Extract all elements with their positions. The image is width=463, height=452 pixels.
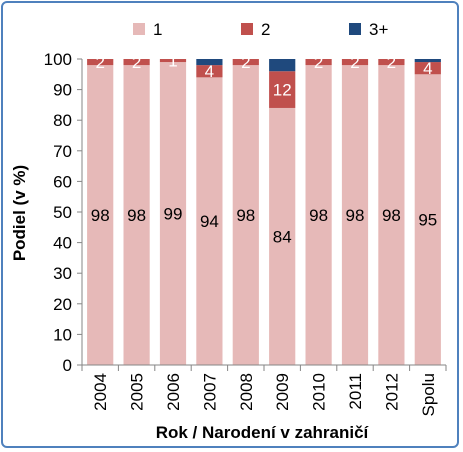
bar-2-2012 (378, 59, 405, 66)
bar-1-2006 (159, 62, 187, 366)
bar-1-2005 (123, 65, 150, 366)
bar-2-2008 (232, 59, 259, 66)
bar-2-2010 (305, 59, 332, 66)
data-label-2-2006: 1 (168, 52, 177, 71)
y-tick-label-70: 70 (53, 142, 72, 161)
bar-1-2007 (196, 77, 223, 366)
bar-3-Spolu (414, 59, 441, 63)
legend-label-1: 1 (153, 20, 162, 39)
bar-3-2009 (269, 59, 296, 72)
bar-1-Spolu (414, 74, 441, 366)
data-label-2-2005: 2 (132, 53, 141, 72)
y-tick-label-50: 50 (53, 203, 72, 222)
data-label-2-2011: 2 (350, 53, 359, 72)
data-label-2-2009: 12 (273, 81, 292, 100)
y-tick-label-100: 100 (44, 50, 72, 69)
bar-1-2009 (269, 107, 296, 366)
y-tick-label-30: 30 (53, 264, 72, 283)
x-axis-title: Rok / Narodení v zahraničí (156, 423, 370, 442)
bar-3-2007 (196, 59, 223, 66)
y-tick-label-0: 0 (63, 356, 72, 375)
data-label-1-2011: 98 (346, 206, 365, 225)
data-label-2-2004: 2 (95, 53, 104, 72)
y-tick-label-10: 10 (53, 325, 72, 344)
y-tick-label-90: 90 (53, 81, 72, 100)
bar-1-2004 (87, 65, 114, 366)
bar-2-2006 (159, 59, 187, 63)
data-label-1-2007: 94 (200, 212, 219, 231)
legend-swatch-2 (241, 23, 253, 35)
bar-2-Spolu (414, 62, 441, 75)
data-labels: 98 2 98 2 99 1 94 4 98 2 84 12 98 2 98 2 98 2 95 4 (91, 52, 438, 247)
y-tick-label-40: 40 (53, 234, 72, 253)
bar-2-2007 (196, 65, 223, 78)
bar-2-2004 (87, 59, 114, 66)
x-tick-label-2011: 2011 (346, 373, 365, 410)
data-label-1-2009: 84 (273, 227, 292, 246)
bar-2-2011 (341, 59, 369, 66)
data-label-2-2010: 2 (314, 53, 323, 72)
data-label-1-Spolu: 95 (418, 211, 437, 230)
y-tick-label-20: 20 (53, 295, 72, 314)
y-tick-label-80: 80 (53, 111, 72, 130)
legend-label-3: 3+ (369, 20, 388, 39)
bar-2-2009 (269, 71, 296, 108)
x-tick-label-2009: 2009 (273, 373, 292, 411)
x-tick-label-2007: 2007 (200, 373, 219, 411)
x-tick-label-2005: 2005 (128, 373, 147, 411)
data-label-2-2008: 2 (241, 53, 250, 72)
x-tick-label-2004: 2004 (91, 373, 110, 411)
x-tick-label-Spolu: Spolu (419, 373, 438, 416)
bar-1-2012 (378, 65, 405, 366)
y-axis-title: Podiel (v %) (10, 165, 29, 261)
data-label-1-2004: 98 (91, 206, 110, 225)
data-label-1-2008: 98 (236, 206, 255, 225)
data-label-1-2006: 99 (164, 205, 183, 224)
x-tick-label-2012: 2012 (382, 373, 401, 411)
legend-swatch-1 (133, 23, 145, 35)
bar-1-2011 (341, 65, 369, 366)
data-label-2-2007: 4 (205, 62, 214, 81)
y-tick-label-60: 60 (53, 172, 72, 191)
data-label-1-2010: 98 (309, 206, 328, 225)
legend: 1 2 3+ (133, 20, 388, 39)
x-tick-label-2010: 2010 (310, 373, 329, 411)
x-tick-label-2008: 2008 (237, 373, 256, 411)
bar-2-2005 (123, 59, 150, 66)
x-tick-label-2006: 2006 (164, 373, 183, 411)
data-label-2-2012: 2 (387, 53, 396, 72)
bar-1-2008 (232, 65, 259, 366)
legend-label-2: 2 (261, 20, 270, 39)
bars (87, 59, 441, 366)
data-label-1-2012: 98 (382, 206, 401, 225)
axes: 0 10 20 30 40 50 60 70 80 90 100 2004 2005 2006 2007 20… (44, 50, 447, 416)
bar-1-2010 (305, 65, 332, 366)
data-label-2-Spolu: 4 (423, 59, 432, 78)
data-label-1-2005: 98 (127, 206, 146, 225)
legend-swatch-3 (349, 23, 361, 35)
